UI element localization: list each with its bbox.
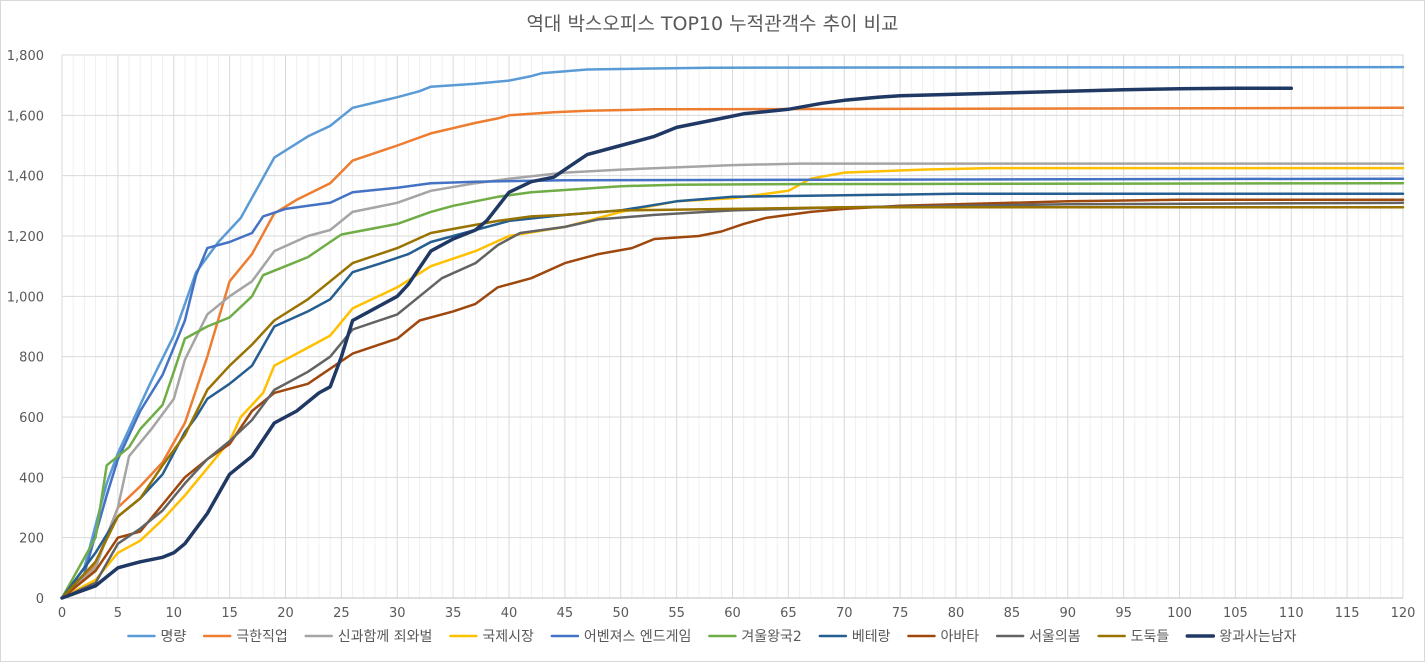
x-tick-label: 110 bbox=[1279, 606, 1304, 621]
x-tick-label: 15 bbox=[221, 606, 238, 621]
legend-label: 극한직업 bbox=[236, 629, 288, 645]
x-tick-label: 70 bbox=[836, 606, 853, 621]
legend: 명량 극한직업 신과함께 죄와벌 국제시장 어벤져스 엔드게임 겨울왕국2 베테랑 아바타 서울… bbox=[127, 629, 1297, 645]
legend-item: 베테랑 bbox=[818, 629, 891, 645]
y-tick-label: 1,600 bbox=[7, 109, 44, 124]
x-tick-label: 40 bbox=[501, 606, 518, 621]
x-tick-label: 120 bbox=[1391, 606, 1416, 621]
x-tick-label: 25 bbox=[333, 606, 350, 621]
legend-item: 신과함께 죄와벌 bbox=[304, 629, 433, 645]
legend-label: 국제시장 bbox=[482, 629, 534, 645]
legend-item: 도둑들 bbox=[1097, 629, 1170, 645]
x-tick-label: 90 bbox=[1059, 606, 1076, 621]
y-tick-label: 1,400 bbox=[7, 170, 44, 185]
series-line-9 bbox=[60, 201, 1405, 600]
x-tick-label: 105 bbox=[1223, 606, 1248, 621]
legend-item: 아바타 bbox=[907, 629, 979, 645]
y-tick-label: 1,800 bbox=[7, 49, 44, 64]
legend-item: 어벤져스 엔드게임 bbox=[550, 629, 692, 645]
x-tick-label: 75 bbox=[892, 606, 909, 621]
series-layer bbox=[60, 65, 1405, 600]
x-tick-label: 80 bbox=[948, 606, 965, 621]
series-line-8 bbox=[60, 198, 1405, 600]
x-tick-label: 0 bbox=[58, 606, 66, 621]
x-tick-label: 115 bbox=[1335, 606, 1360, 621]
legend-label: 아바타 bbox=[940, 629, 979, 645]
legend-item: 국제시장 bbox=[449, 629, 534, 645]
series-line-5 bbox=[60, 177, 1405, 600]
legend-item: 명량 bbox=[127, 629, 186, 645]
y-tick-label: 600 bbox=[19, 411, 44, 426]
x-tick-label: 35 bbox=[445, 606, 462, 621]
legend-label: 왕과사는남자 bbox=[1219, 629, 1296, 645]
legend-item: 왕과사는남자 bbox=[1185, 629, 1297, 645]
legend-label: 겨울왕국2 bbox=[741, 629, 801, 645]
x-tick-label: 10 bbox=[165, 606, 182, 621]
legend-label: 어벤져스 엔드게임 bbox=[584, 629, 692, 645]
series-line-1 bbox=[60, 65, 1405, 600]
y-tick-label: 1,000 bbox=[7, 290, 44, 305]
legend-label: 서울의봄 bbox=[1029, 629, 1081, 645]
y-tick-label: 0 bbox=[36, 592, 44, 607]
y-tick-label: 1,200 bbox=[7, 230, 44, 245]
x-tick-label: 5 bbox=[114, 606, 122, 621]
x-tick-label: 65 bbox=[780, 606, 797, 621]
axis-layer: 0 5 10 15 20 25 30 35 40 45 50 55 60 65 70 75 80 85 90 95 10… bbox=[7, 49, 1416, 621]
x-tick-label: 55 bbox=[668, 606, 685, 621]
series-line-10 bbox=[60, 206, 1405, 600]
legend-label: 명량 bbox=[160, 629, 186, 645]
x-tick-label: 95 bbox=[1115, 606, 1132, 621]
x-tick-label: 85 bbox=[1004, 606, 1021, 621]
x-tick-label: 20 bbox=[277, 606, 294, 621]
series-line-11 bbox=[60, 86, 1294, 600]
legend-item: 극한직업 bbox=[202, 629, 288, 645]
legend-label: 신과함께 죄와벌 bbox=[338, 629, 433, 645]
series-line-3 bbox=[60, 162, 1405, 600]
series-line-7 bbox=[60, 192, 1405, 600]
x-tick-label: 100 bbox=[1167, 606, 1192, 621]
chart-title: 역대 박스오피스 TOP10 누적관객수 추이 비교 bbox=[526, 13, 899, 35]
series-line-2 bbox=[60, 106, 1405, 600]
y-tick-label: 200 bbox=[19, 532, 44, 547]
legend-item: 겨울왕국2 bbox=[708, 629, 802, 645]
legend-item: 서울의봄 bbox=[995, 629, 1081, 645]
series-line-6 bbox=[60, 181, 1405, 600]
y-tick-label: 800 bbox=[19, 351, 44, 366]
y-tick-label: 400 bbox=[19, 471, 44, 486]
legend-label: 도둑들 bbox=[1131, 629, 1170, 645]
x-tick-label: 50 bbox=[612, 606, 629, 621]
x-tick-label: 45 bbox=[557, 606, 574, 621]
grid-layer bbox=[61, 54, 1404, 599]
legend-label: 베테랑 bbox=[852, 629, 891, 645]
x-tick-label: 30 bbox=[389, 606, 406, 621]
x-tick-label: 60 bbox=[724, 606, 741, 621]
